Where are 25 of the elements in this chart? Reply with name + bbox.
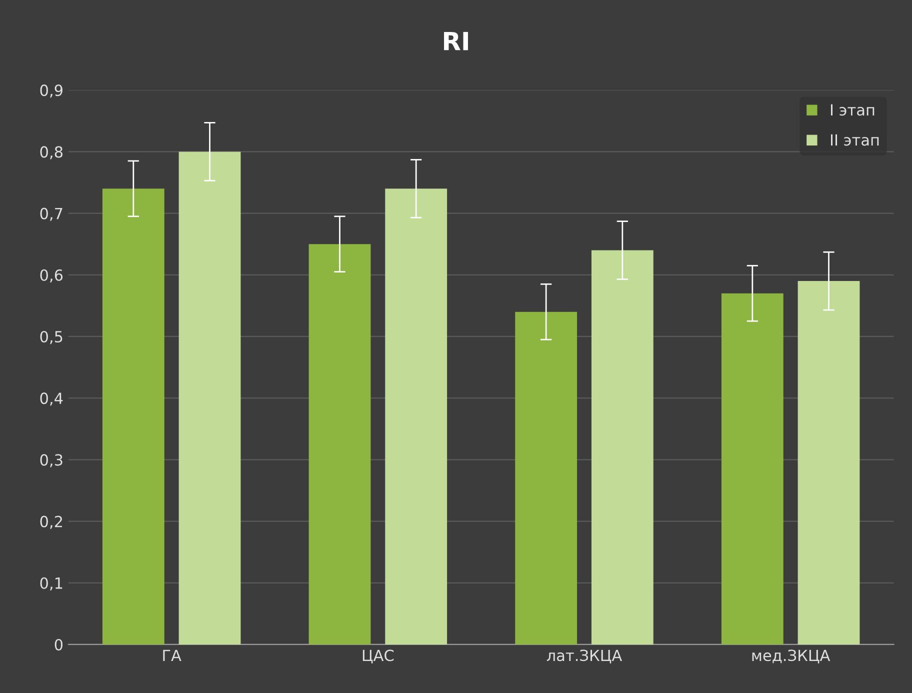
bar <box>515 312 578 644</box>
bar <box>308 244 371 644</box>
bar <box>798 281 860 644</box>
legend-label: II этап <box>831 134 879 146</box>
y-tick-label: 0,3 <box>40 454 62 468</box>
y-tick-label: 0,8 <box>40 146 62 160</box>
x-tick-label: лат.ЗКЦА <box>546 650 622 664</box>
y-tick-label: 0,4 <box>40 392 63 406</box>
y-tick-label: 0,1 <box>40 577 62 590</box>
bar <box>591 250 654 644</box>
x-tick-label: ГА <box>163 650 182 661</box>
chart-title: RI <box>444 32 468 50</box>
y-tick-label: 0,6 <box>40 269 63 282</box>
bar <box>721 293 784 644</box>
bar <box>178 152 241 644</box>
x-tick-label: мед.ЗКЦА <box>752 650 830 664</box>
y-tick-label: 0,9 <box>40 84 62 98</box>
legend-label: I этап <box>831 104 874 116</box>
y-tick-label: 0 <box>54 638 63 651</box>
bar <box>385 188 448 644</box>
y-tick-label: 0,7 <box>40 208 62 221</box>
x-tick-label: ЦАС <box>362 650 394 664</box>
y-tick-label: 0,5 <box>40 330 62 344</box>
bar <box>102 188 164 644</box>
y-tick-label: 0,2 <box>40 516 62 529</box>
